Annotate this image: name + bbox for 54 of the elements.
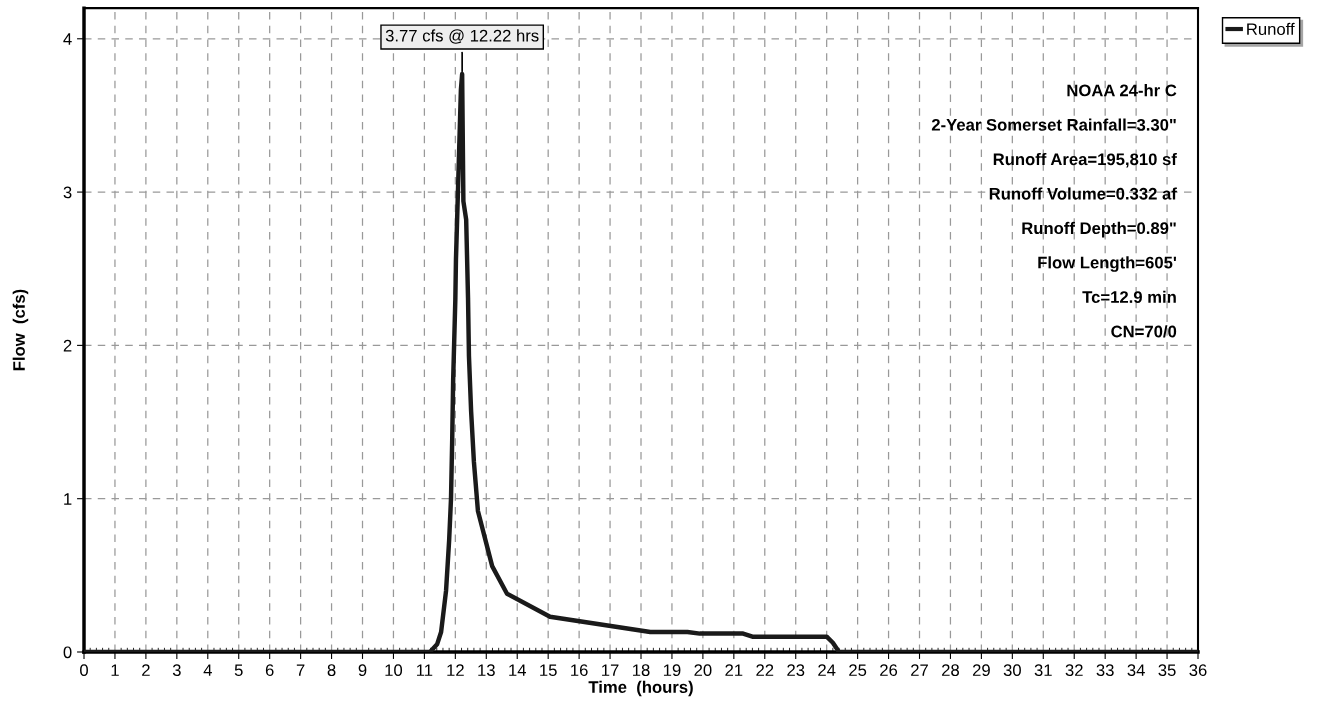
x-axis-title: Time (hours)	[588, 680, 693, 697]
x-tick-label: 15	[540, 664, 557, 677]
y-tick-label: 3	[63, 186, 72, 199]
annotation: CN=70/0	[1111, 325, 1177, 338]
x-tick-label: 20	[694, 664, 712, 677]
x-tick-label: 9	[358, 664, 367, 677]
x-tick-label: 10	[385, 664, 403, 677]
x-tick-label: 26	[880, 664, 898, 677]
x-tick-label: 6	[265, 664, 274, 677]
x-tick-label: 1	[111, 664, 119, 676]
y-tick-label: 2	[63, 339, 72, 352]
x-tick-label: 27	[911, 664, 928, 676]
x-tick-label: 4	[203, 664, 212, 676]
x-tick-label: 5	[234, 664, 243, 677]
x-tick-label: 23	[787, 664, 805, 677]
x-tick-label: 14	[509, 664, 527, 676]
x-tick-label: 25	[849, 664, 867, 677]
x-tick-label: 17	[602, 664, 619, 676]
annotation: Runoff Depth=0.89"	[1022, 221, 1176, 238]
annotation: NOAA 24-hr C	[1067, 84, 1177, 97]
x-tick-label: 32	[1065, 664, 1083, 677]
y-axis-title: Flow (cfs)	[12, 289, 29, 371]
x-tick-label: 21	[725, 664, 743, 676]
y-tick-label: 4	[63, 33, 72, 45]
x-tick-label: 13	[478, 664, 495, 677]
x-tick-label: 30	[1003, 664, 1021, 677]
x-tick-label: 24	[818, 664, 836, 676]
annotation: Flow Length=605'	[1038, 256, 1176, 272]
annotation: Tc=12.9 min	[1082, 290, 1176, 303]
x-tick-label: 22	[756, 664, 774, 676]
y-tick-label: 0	[63, 646, 72, 659]
annotation: Runoff Volume=0.332 af	[989, 187, 1177, 200]
x-tick-label: 12	[447, 664, 464, 676]
x-tick-label: 29	[972, 664, 990, 677]
x-tick-label: 31	[1034, 664, 1052, 677]
y-tick-label: 1	[64, 493, 72, 505]
x-tick-label: 16	[571, 664, 588, 677]
x-tick-label: 35	[1158, 664, 1176, 677]
x-tick-label: 19	[663, 664, 681, 677]
x-tick-label: 0	[80, 664, 88, 677]
annotation: 3.77 cfs @ 12.22 hrs	[385, 29, 539, 44]
x-tick-label: 18	[633, 664, 650, 677]
x-tick-label: 11	[417, 664, 433, 676]
x-tick-label: 28	[942, 664, 959, 677]
annotation: Runoff Area=195,810 sf	[993, 152, 1177, 168]
x-tick-label: 7	[296, 664, 305, 676]
annotation: 2-Year Somerset Rainfall=3.30"	[931, 118, 1176, 131]
x-tick-label: 36	[1189, 664, 1207, 677]
x-tick-label: 2	[142, 664, 150, 676]
x-tick-label: 3	[172, 664, 181, 677]
legend-label: Runoff	[1247, 22, 1295, 36]
x-tick-label: 8	[327, 664, 336, 677]
x-tick-label: 34	[1127, 664, 1145, 677]
x-tick-label: 33	[1096, 664, 1114, 677]
